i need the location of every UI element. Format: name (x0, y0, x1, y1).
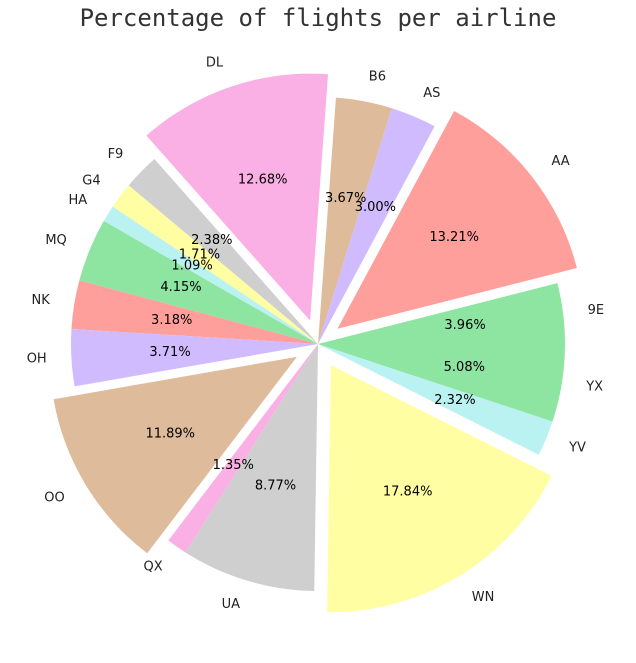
slice-g4 (112, 185, 318, 344)
slice-label-wn: WN (472, 590, 495, 605)
slice-label-ha: HA (68, 193, 87, 208)
slice-label-9e: 9E (588, 303, 605, 318)
slice-oo (53, 356, 297, 554)
slice-oh (71, 329, 318, 387)
chart-title: Percentage of flights per airline (79, 4, 557, 32)
slice-pct-yv: 2.32% (434, 393, 475, 408)
slice-pct-9e: 3.96% (444, 318, 485, 333)
slice-pct-qx: 1.35% (213, 458, 254, 473)
slice-pct-b6: 3.67% (325, 191, 366, 206)
slice-mq (79, 221, 318, 344)
slice-ha (103, 206, 318, 344)
slice-pct-g4: 1.71% (179, 248, 220, 263)
slice-label-oo: OO (44, 490, 64, 505)
slice-pct-oh: 3.71% (149, 345, 190, 360)
slice-label-as: AS (423, 86, 440, 101)
slice-9e (318, 283, 565, 344)
slice-label-yx: YX (585, 380, 603, 395)
slice-pct-dl: 12.68% (238, 173, 288, 188)
slice-pct-f9: 2.38% (191, 233, 232, 248)
slice-f9 (128, 158, 318, 344)
slice-dl (146, 73, 329, 321)
slice-label-f9: F9 (108, 147, 124, 162)
slice-yv (318, 344, 553, 455)
slice-pct-nk: 3.18% (151, 313, 192, 328)
slice-pct-mq: 4.15% (160, 280, 201, 295)
slice-label-dl: DL (206, 56, 224, 71)
slice-pct-ha: 1.09% (171, 258, 212, 273)
slice-label-g4: G4 (82, 173, 100, 188)
slice-pct-as: 3.00% (355, 200, 396, 215)
slice-label-ua: UA (222, 597, 241, 612)
slice-pct-yx: 5.08% (444, 360, 485, 375)
slice-wn (327, 365, 552, 613)
slice-yx (318, 344, 565, 422)
slice-label-qx: QX (143, 559, 162, 574)
slice-pct-aa: 13.21% (429, 230, 479, 245)
label-group: 9E 3.96% AA 13.21% AS 3.00% B6 3.67% DL 12.68% F9 2… (27, 56, 604, 612)
slice-b6 (318, 97, 392, 344)
slice-label-oh: OH (27, 352, 47, 367)
slice-aa (337, 111, 577, 329)
slice-label-nk: NK (32, 293, 51, 308)
slice-as (318, 108, 435, 344)
slice-qx (168, 344, 318, 553)
wedge-group (53, 73, 577, 613)
slice-label-yv: YV (568, 440, 586, 455)
slice-label-b6: B6 (369, 70, 386, 85)
slice-ua (185, 344, 318, 591)
slice-pct-ua: 8.77% (255, 478, 296, 493)
slice-nk (71, 280, 318, 344)
slice-label-mq: MQ (45, 233, 66, 248)
slice-label-aa: AA (551, 154, 569, 169)
slice-pct-wn: 17.84% (383, 484, 433, 499)
slice-pct-oo: 11.89% (145, 426, 195, 441)
